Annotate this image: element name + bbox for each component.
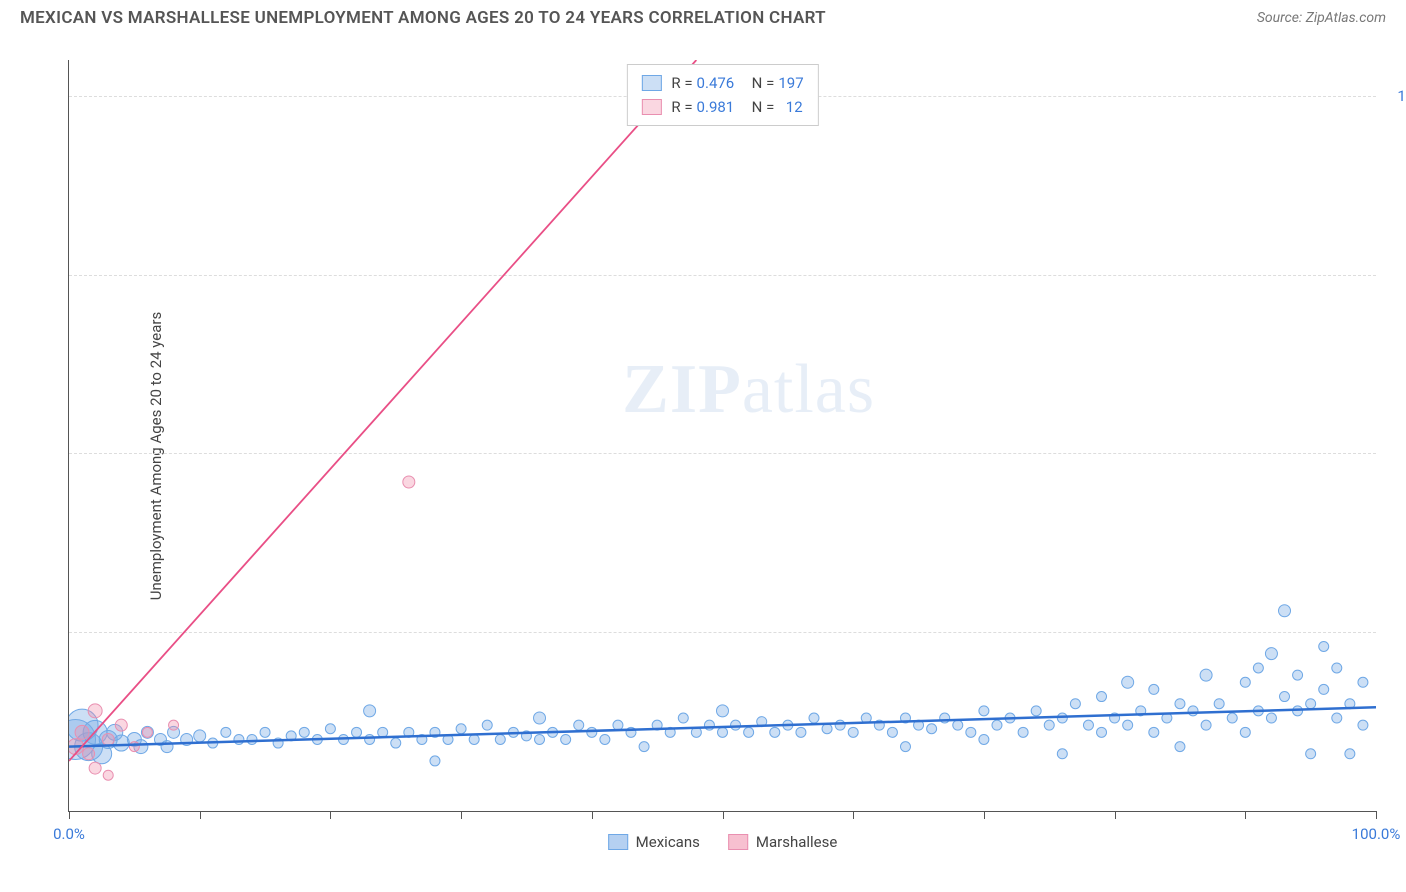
chart-title: MEXICAN VS MARSHALLESE UNEMPLOYMENT AMON… [20, 8, 826, 28]
legend-item-mexicans: Mexicans [608, 833, 700, 851]
stats-legend: R =0.476 N =197 R =0.981 N = 12 [626, 64, 818, 126]
swatch-marshallese [641, 99, 661, 115]
ytick-label: 75.0% [1386, 266, 1406, 284]
chart-container: Unemployment Among Ages 20 to 24 years Z… [20, 40, 1386, 872]
ytick-label: 50.0% [1386, 444, 1406, 462]
xtick [461, 811, 462, 819]
legend-swatch-marshallese [728, 834, 748, 850]
xtick [984, 811, 985, 819]
ytick-label: 25.0% [1386, 623, 1406, 641]
trend-lines [69, 60, 1376, 811]
xtick [853, 811, 854, 819]
ytick-label: 100.0% [1386, 87, 1406, 105]
xtick [1115, 811, 1116, 819]
xtick-label-min: 0.0% [53, 825, 85, 843]
plot-area: ZIPatlas R =0.476 N =197 R =0.981 N = 12… [68, 60, 1376, 812]
series-legend: Mexicans Marshallese [608, 833, 838, 851]
legend-label-mexicans: Mexicans [636, 833, 700, 851]
stats-row-mexicans: R =0.476 N =197 [641, 71, 803, 95]
xtick [69, 811, 70, 819]
xtick-label-max: 100.0% [1352, 825, 1401, 843]
legend-label-marshallese: Marshallese [756, 833, 837, 851]
legend-swatch-mexicans [608, 834, 628, 850]
legend-item-marshallese: Marshallese [728, 833, 837, 851]
xtick [592, 811, 593, 819]
stats-row-marshallese: R =0.981 N = 12 [641, 95, 803, 119]
xtick [723, 811, 724, 819]
xtick [1376, 811, 1377, 819]
xtick [330, 811, 331, 819]
swatch-mexicans [641, 75, 661, 91]
source-attribution: Source: ZipAtlas.com [1257, 10, 1386, 26]
xtick [1245, 811, 1246, 819]
xtick [200, 811, 201, 819]
